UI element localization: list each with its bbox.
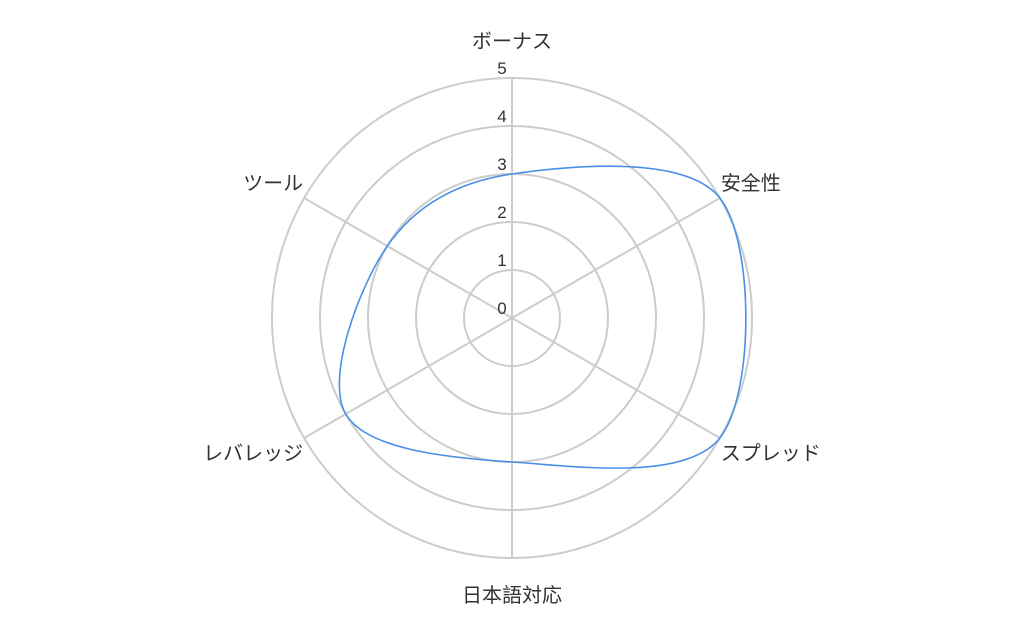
series-layer <box>338 165 747 469</box>
tick-label: 5 <box>497 59 506 78</box>
category-label: レバレッジ <box>203 443 303 465</box>
category-label: 安全性 <box>721 172 781 195</box>
tick-label: 3 <box>497 155 506 174</box>
spoke-5 <box>303 317 513 439</box>
category-label: スプレッド <box>721 443 821 465</box>
category-label: ツール <box>243 173 303 195</box>
grid-layer <box>271 77 753 559</box>
tick-label: 2 <box>497 203 506 222</box>
category-label: 日本語対応 <box>462 584 562 607</box>
tick-label: 4 <box>497 107 506 126</box>
spoke-6 <box>303 197 513 319</box>
spoke-3 <box>511 317 721 439</box>
spoke-2 <box>511 197 721 319</box>
tick-label: 0 <box>497 299 506 318</box>
category-label: ボーナス <box>472 30 552 53</box>
tick-label: 1 <box>497 251 506 270</box>
series-line-1 <box>338 165 747 469</box>
